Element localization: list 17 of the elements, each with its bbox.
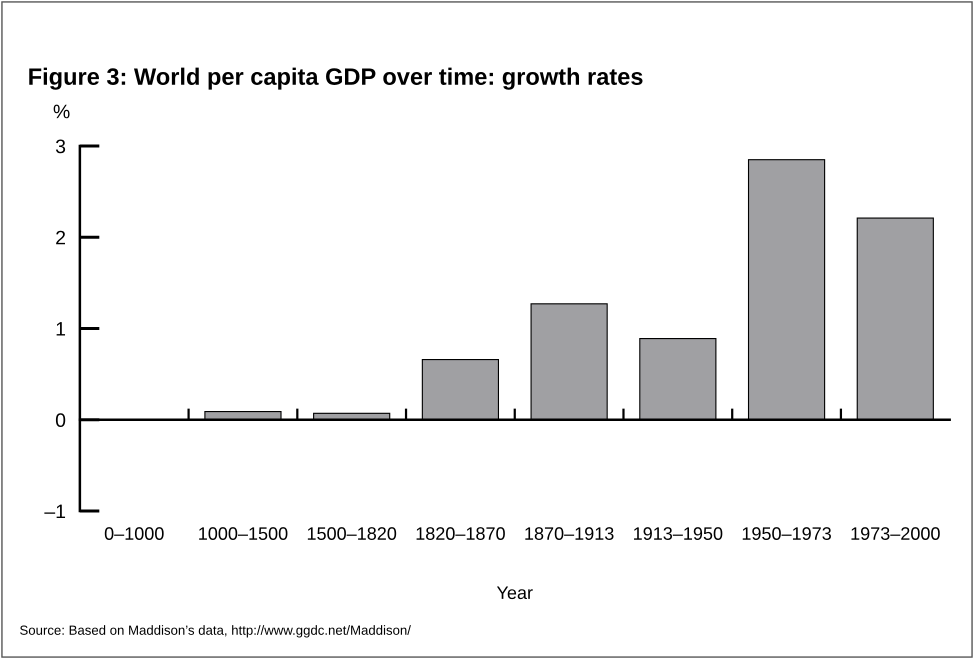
x-tick-label: 1913–1950 bbox=[634, 527, 722, 540]
x-tick-label: 1000–1500 bbox=[199, 527, 288, 540]
y-tick-label: 1 bbox=[56, 322, 66, 336]
x-tick-label: 1973–2000 bbox=[851, 527, 940, 540]
chart-title: Figure 3: World per capita GDP over time: growth rates bbox=[29, 68, 643, 90]
y-tick-label: –1 bbox=[44, 504, 66, 518]
y-tick-label: 2 bbox=[56, 230, 66, 244]
x-tick-label: 1500–1820 bbox=[308, 527, 396, 540]
x-tick-label: 1820–1870 bbox=[416, 527, 505, 540]
y-axis-title: % bbox=[54, 104, 70, 118]
x-tick-label: 0–1000 bbox=[104, 527, 164, 540]
x-tick-label: 1870–1913 bbox=[525, 527, 614, 540]
x-tick-label: 1950–1973 bbox=[742, 527, 831, 540]
y-tick-label: 0 bbox=[56, 413, 66, 427]
x-axis-title: Year bbox=[496, 586, 533, 600]
y-tick-label: 3 bbox=[56, 139, 66, 154]
source-note: Source: Based on Maddison’s data, http://www.ggdc.net/Maddison/ bbox=[20, 625, 411, 638]
